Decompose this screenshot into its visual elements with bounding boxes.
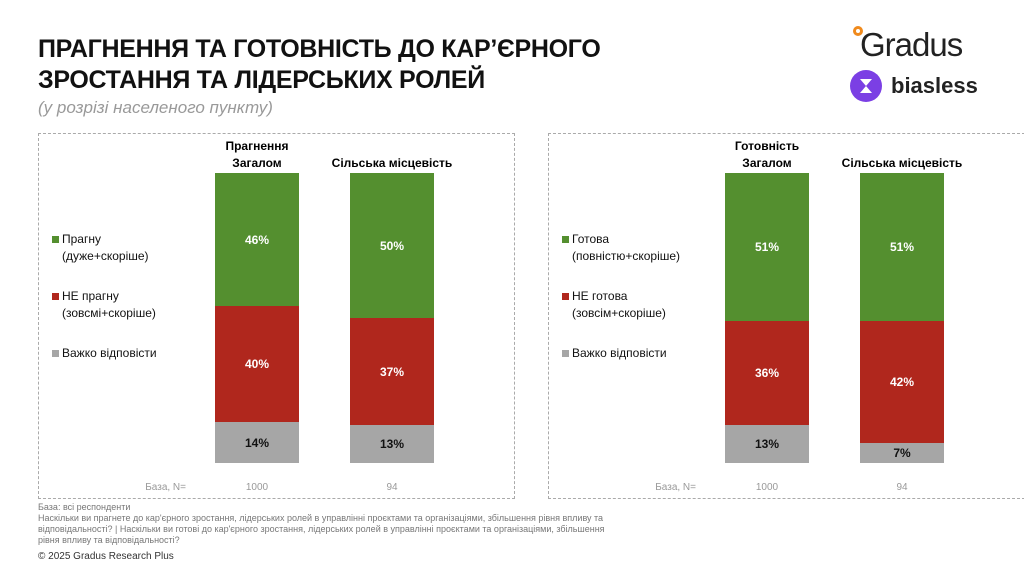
- value-label: 13%: [754, 437, 780, 452]
- legend-label: НЕ готова (зовсім+скоріше): [572, 289, 666, 320]
- bar-segment: [215, 422, 299, 463]
- legend-marker: [52, 236, 59, 243]
- value-label: 51%: [754, 239, 780, 254]
- legend-label: Готова (повністю+скоріше): [572, 232, 681, 263]
- biasless-logo: biasless: [891, 73, 978, 98]
- bar-segment: [725, 425, 809, 463]
- legend-label: Важко відповісти: [572, 346, 667, 360]
- bar-segment: [350, 425, 434, 463]
- biasless-mark: [860, 79, 872, 93]
- base-label: База, N=: [145, 482, 186, 493]
- bar-segment: [350, 318, 434, 426]
- value-label: 40%: [244, 357, 270, 372]
- legend-marker: [562, 293, 569, 300]
- gradus-dot: [853, 26, 863, 36]
- bar-segment: [215, 306, 299, 423]
- subtitle: (у розрізі населеного пункту): [38, 98, 273, 117]
- legend-label: НЕ прагну (зовсмі+скоріше): [62, 289, 156, 320]
- bar-segment: [215, 173, 299, 307]
- base-value: 94: [386, 482, 398, 493]
- value-label: 51%: [889, 239, 915, 254]
- footnote: База: всі респонденти: [38, 502, 131, 512]
- value-label: 36%: [754, 366, 780, 381]
- category-label: Сільська місцевість: [841, 156, 963, 170]
- legend-marker: [52, 350, 59, 357]
- base-value: 94: [896, 482, 908, 493]
- title-line: ЗРОСТАННЯ ТА ЛІДЕРСЬКИХ РОЛЕЙ: [38, 66, 485, 94]
- base-value: 1000: [755, 482, 779, 493]
- footnote: рівня впливу та відповідальності?: [38, 535, 180, 545]
- bar-segment: [860, 442, 944, 463]
- legend-marker: [562, 236, 569, 243]
- title-line: ПРАГНЕННЯ ТА ГОТОВНІСТЬ ДО КАР’ЄРНОГО: [38, 35, 601, 63]
- legend-marker: [562, 350, 569, 357]
- gradus-logo: Gradus: [860, 26, 963, 63]
- category-label: Загалом: [742, 156, 792, 170]
- chart-title: Готовність: [734, 139, 800, 153]
- category-label: Сільська місцевість: [331, 156, 453, 170]
- value-label: 14%: [244, 435, 270, 450]
- bar-segment: [350, 173, 434, 318]
- biasless-icon: [850, 70, 882, 102]
- value-label: 46%: [244, 232, 270, 247]
- bar-segment: [860, 320, 944, 443]
- bar-segment: [860, 173, 944, 321]
- legend-marker: [52, 293, 59, 300]
- copyright: © 2025 Gradus Research Plus: [38, 551, 174, 562]
- bar-segment: [725, 173, 809, 321]
- footnote: Наскільки ви прагнете до кар'єрного зрос…: [38, 513, 604, 523]
- value-label: 50%: [379, 238, 405, 253]
- chart-title: Прагнення: [225, 139, 289, 153]
- base-label: База, N=: [655, 482, 696, 493]
- value-label: 7%: [893, 445, 911, 460]
- category-label: Загалом: [232, 156, 282, 170]
- value-label: 42%: [889, 374, 915, 389]
- chart-panel: [548, 133, 1024, 499]
- base-value: 1000: [245, 482, 269, 493]
- chart-panel: [38, 133, 515, 499]
- value-label: 13%: [379, 437, 405, 452]
- bar-segment: [725, 320, 809, 426]
- legend-label: Важко відповісти: [62, 346, 157, 360]
- legend-label: Прагну (дуже+скоріше): [62, 232, 149, 263]
- footnote: відповідальності? | Наскільки ви готові …: [38, 524, 605, 534]
- value-label: 37%: [379, 364, 405, 379]
